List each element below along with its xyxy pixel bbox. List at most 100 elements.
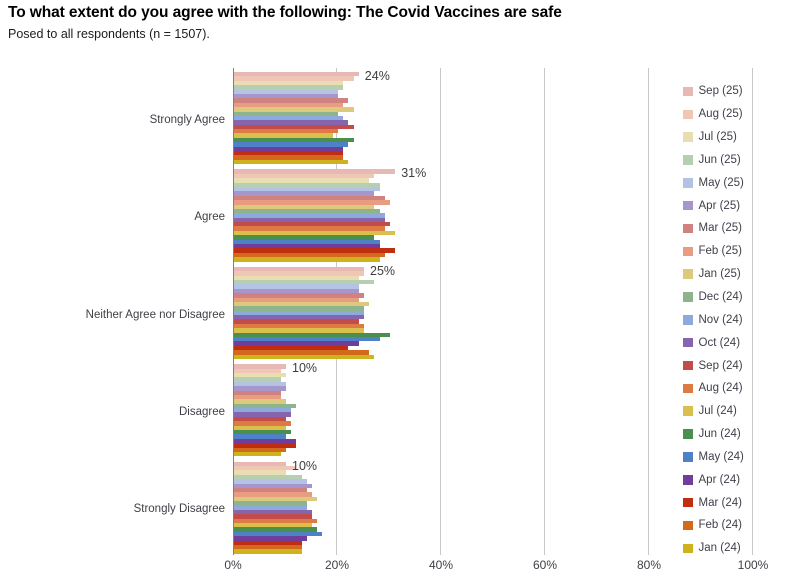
bar: [234, 155, 344, 160]
legend-swatch-icon: [683, 132, 693, 142]
bar: [234, 252, 385, 258]
bar: [234, 76, 354, 81]
bar: [234, 447, 286, 452]
x-tick-label: 100%: [737, 558, 769, 572]
bar: [234, 531, 323, 537]
legend-swatch-icon: [683, 543, 693, 554]
legend-swatch-icon: [683, 337, 693, 348]
bar: [234, 364, 286, 369]
legend-label: Jan (25): [698, 268, 741, 281]
bar-group-2: [234, 266, 753, 359]
bar: [234, 377, 281, 382]
bar: [234, 182, 380, 187]
legend-item: Jan (25): [683, 263, 744, 286]
bar: [234, 492, 312, 497]
bar: [234, 297, 359, 302]
legend-item: Jun (25): [683, 149, 744, 172]
bar: [234, 239, 380, 245]
legend-swatch-icon: [683, 475, 693, 485]
legend-swatch-icon: [683, 269, 693, 279]
legend-item: Sep (24): [683, 354, 744, 377]
bar: [234, 80, 344, 86]
bar: [234, 518, 318, 524]
bar: [234, 368, 281, 373]
bar: [234, 146, 344, 152]
legend-swatch-icon: [683, 200, 693, 211]
chart-title: To what extent do you agree with the fol…: [8, 4, 562, 21]
legend-item: Jul (25): [683, 126, 744, 149]
bar-group-4: [234, 461, 753, 554]
legend-item: Mar (25): [683, 217, 744, 240]
legend-item: Jul (24): [683, 400, 744, 423]
bar-group-3: [234, 364, 753, 457]
bar: [234, 470, 286, 475]
bar: [234, 235, 375, 240]
bar: [234, 129, 338, 134]
legend-swatch-icon: [683, 178, 693, 188]
legend-swatch-icon: [683, 360, 693, 371]
legend-label: Jul (24): [698, 405, 737, 418]
bar: [234, 408, 292, 413]
bar: [234, 151, 344, 156]
legend-label: Apr (25): [698, 199, 741, 212]
x-tick-label: 80%: [636, 558, 662, 572]
value-label: 25%: [370, 263, 396, 278]
bar: [234, 222, 390, 227]
legend-label: Nov (24): [698, 313, 743, 326]
bar: [234, 386, 286, 391]
value-label: 24%: [364, 69, 390, 83]
bar: [234, 527, 318, 532]
bar: [234, 394, 281, 400]
bar: [234, 72, 359, 77]
legend-item: Apr (25): [683, 194, 744, 217]
bar: [234, 354, 375, 359]
bar: [234, 173, 375, 179]
legend-item: Dec (24): [683, 286, 744, 309]
legend-swatch-icon: [683, 497, 693, 508]
bar: [234, 107, 354, 112]
bar: [234, 438, 297, 444]
bar: [234, 208, 380, 214]
legend-item: Jan (24): [683, 537, 744, 560]
bar: [234, 266, 364, 272]
bar: [234, 213, 385, 218]
plot-area: 24% 31% 25% 10% 10%: [233, 68, 753, 555]
legend-swatch-icon: [683, 155, 693, 165]
bar: [234, 93, 338, 99]
legend-label: Jan (24): [698, 542, 741, 555]
bar: [234, 200, 390, 205]
bar: [234, 540, 302, 546]
legend-swatch-icon: [683, 520, 693, 531]
legend-item: Feb (25): [683, 240, 744, 263]
bar: [234, 275, 359, 280]
bar: [234, 496, 318, 502]
category-label: Agree: [194, 211, 225, 224]
legend-label: Oct (24): [698, 336, 741, 349]
bar: [234, 509, 312, 515]
bar: [234, 523, 312, 528]
bar: [234, 142, 349, 147]
legend-label: Feb (25): [698, 245, 742, 258]
bar: [234, 465, 297, 471]
bar: [234, 310, 364, 316]
legend-swatch-icon: [683, 223, 693, 234]
legend-swatch-icon: [683, 429, 693, 439]
bar: [234, 191, 375, 196]
value-label: 10%: [292, 458, 318, 473]
bar: [234, 514, 312, 519]
legend-label: Sep (25): [698, 85, 743, 98]
bar: [234, 350, 370, 355]
bar: [234, 536, 307, 541]
bar: [234, 226, 385, 231]
legend-swatch-icon: [683, 86, 693, 97]
legend-label: Jul (25): [698, 131, 737, 144]
bar: [234, 381, 286, 387]
bar: [234, 425, 286, 431]
bar-group-1: [234, 169, 753, 262]
gridline-60: [544, 68, 545, 555]
bar: [234, 195, 385, 201]
bar: [234, 178, 370, 183]
value-label: 10%: [292, 361, 318, 376]
bar: [234, 111, 338, 116]
legend-label: Dec (24): [698, 291, 743, 304]
